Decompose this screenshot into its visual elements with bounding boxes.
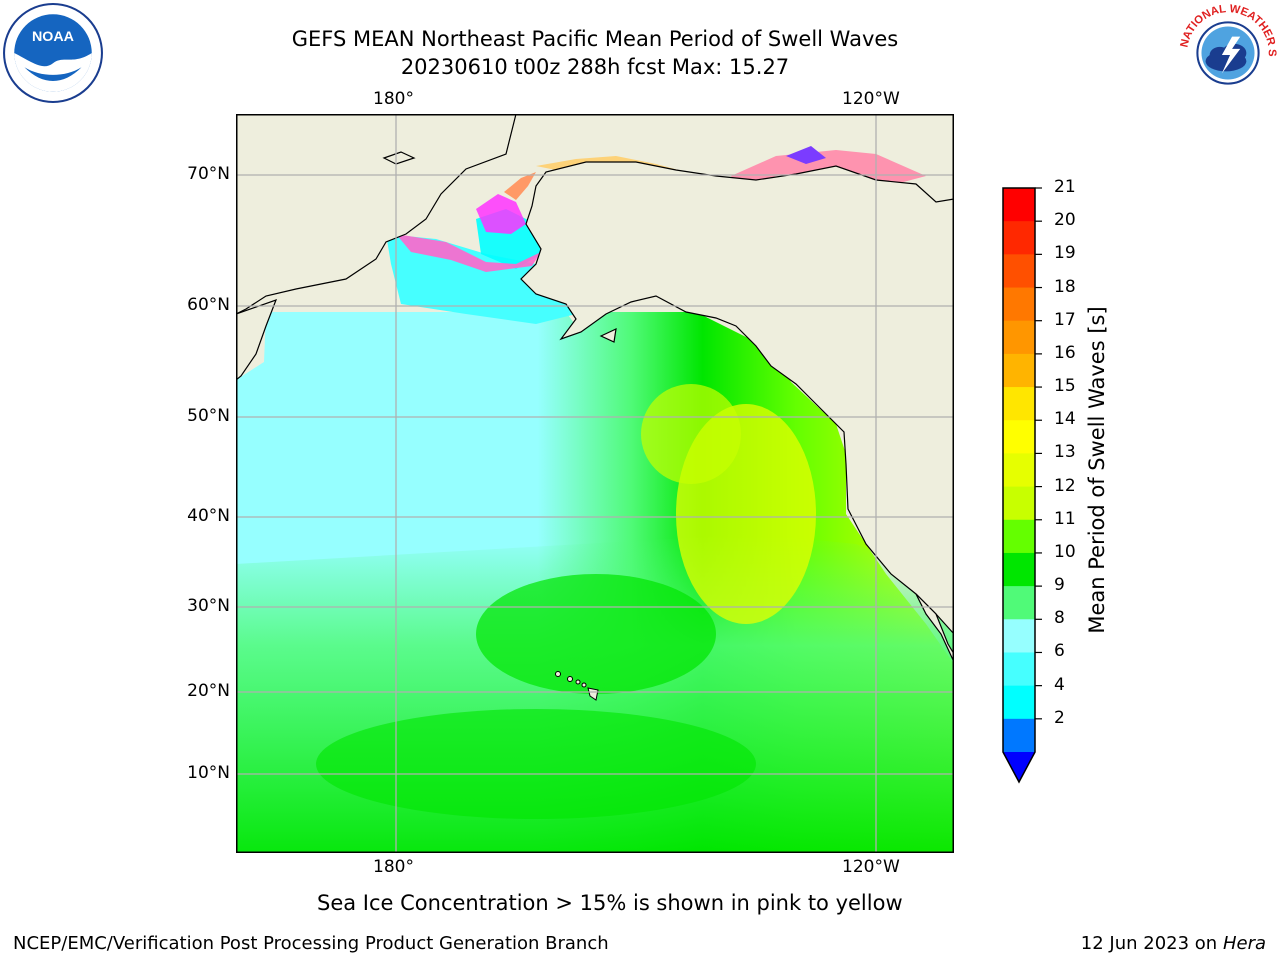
colorbar-label: 20 bbox=[1054, 210, 1076, 231]
sea-ice-footnote: Sea Ice Concentration > 15% is shown in … bbox=[317, 891, 903, 915]
colorbar-segment bbox=[1003, 586, 1035, 620]
noaa-logo: NOAA bbox=[3, 3, 103, 103]
colorbar-label: 19 bbox=[1054, 243, 1076, 264]
lon-tick-bottom-180: 180° bbox=[373, 857, 414, 877]
colorbar-ticks bbox=[1035, 187, 1042, 720]
colorbar-outline bbox=[1002, 187, 1036, 784]
sea-ice-bering bbox=[396, 234, 541, 272]
lat-tick-30n: 30°N bbox=[187, 596, 230, 616]
chart-title: GEFS MEAN Northeast Pacific Mean Period … bbox=[291, 27, 899, 51]
colorbar-label: 15 bbox=[1054, 376, 1076, 397]
wrangel-island bbox=[382, 151, 416, 165]
colorbar-segment bbox=[1003, 353, 1035, 388]
north-america-coast bbox=[236, 114, 954, 635]
colorbar-label: 6 bbox=[1054, 641, 1065, 662]
colorbar-segment bbox=[1003, 387, 1035, 421]
kamchatka-coast bbox=[236, 299, 278, 381]
colorbar-segment bbox=[1003, 519, 1035, 554]
map-panel bbox=[236, 114, 954, 853]
colorbar-label: 13 bbox=[1054, 442, 1076, 463]
colorbar-segment bbox=[1003, 420, 1035, 454]
colorbar-segment bbox=[1003, 287, 1035, 322]
map-border bbox=[236, 114, 954, 853]
lat-tick-60n: 60°N bbox=[187, 295, 230, 315]
colorbar-label: 4 bbox=[1054, 674, 1065, 695]
sea-ice-strait bbox=[504, 172, 536, 200]
colorbar-label: 14 bbox=[1054, 409, 1076, 430]
colorbar-segment bbox=[1003, 685, 1035, 720]
swell-core-central bbox=[476, 574, 716, 694]
colorbar-segment bbox=[1003, 718, 1035, 753]
baja-california bbox=[915, 593, 954, 663]
colorbar-label: 11 bbox=[1054, 508, 1076, 529]
colorbar-segments bbox=[1003, 188, 1035, 753]
noaa-logo-text: NOAA bbox=[32, 29, 74, 45]
lon-tick-top-120w: 120°W bbox=[842, 89, 900, 109]
colorbar-label: 12 bbox=[1054, 475, 1076, 496]
colorbar-segment bbox=[1003, 552, 1035, 587]
chart-subtitle: 20230610 t00z 288h fcst Max: 15.27 bbox=[400, 55, 790, 79]
colorbar-segment bbox=[1003, 652, 1035, 687]
sea-ice-core bbox=[786, 146, 826, 164]
date-line: 12 Jun 2023 on Hera bbox=[1081, 933, 1266, 954]
kodiak-island bbox=[599, 327, 617, 343]
sea-ice-chukchi bbox=[476, 194, 526, 234]
credit-line: NCEP/EMC/Verification Post Processing Pr… bbox=[13, 933, 609, 954]
lat-tick-20n: 20°N bbox=[187, 681, 230, 701]
colorbar-under-triangle bbox=[1003, 752, 1035, 782]
colorbar-segment bbox=[1003, 453, 1035, 488]
colorbar-label: 21 bbox=[1054, 177, 1076, 197]
colorbar bbox=[1002, 187, 1042, 784]
colorbar-label: 8 bbox=[1054, 608, 1065, 629]
lon-tick-top-180: 180° bbox=[373, 89, 414, 109]
colorbar-segment bbox=[1003, 254, 1035, 289]
colorbar-label: 9 bbox=[1054, 575, 1065, 596]
date-text: 12 Jun 2023 on bbox=[1080, 933, 1218, 954]
lat-tick-70n: 70°N bbox=[187, 164, 230, 184]
colorbar-segment bbox=[1003, 221, 1035, 255]
swell-high-north bbox=[641, 384, 741, 484]
asia-coast bbox=[236, 114, 517, 315]
colorbar-label: 10 bbox=[1054, 541, 1076, 562]
colorbar-label: 17 bbox=[1054, 309, 1076, 330]
map-gridlines bbox=[236, 114, 954, 853]
lat-tick-50n: 50°N bbox=[187, 406, 230, 426]
colorbar-label: 18 bbox=[1054, 276, 1076, 297]
colorbar-segment bbox=[1003, 619, 1035, 653]
lat-tick-40n: 40°N bbox=[187, 506, 230, 526]
colorbar-label: 2 bbox=[1054, 707, 1065, 728]
colorbar-title: Mean Period of Swell Waves [s] bbox=[1085, 306, 1109, 634]
machine-name: Hera bbox=[1222, 933, 1266, 954]
lon-tick-bottom-120w: 120°W bbox=[842, 857, 900, 877]
colorbar-segment bbox=[1003, 188, 1035, 222]
colorbar-segment bbox=[1003, 320, 1035, 355]
nws-logo: NATIONAL WEATHER SERVICE bbox=[1177, 2, 1278, 102]
colorbar-segment bbox=[1003, 486, 1035, 521]
hawaiian-islands bbox=[555, 671, 599, 701]
swell-core-south bbox=[316, 709, 756, 819]
lat-tick-10n: 10°N bbox=[187, 763, 230, 783]
colorbar-label: 16 bbox=[1054, 342, 1076, 363]
